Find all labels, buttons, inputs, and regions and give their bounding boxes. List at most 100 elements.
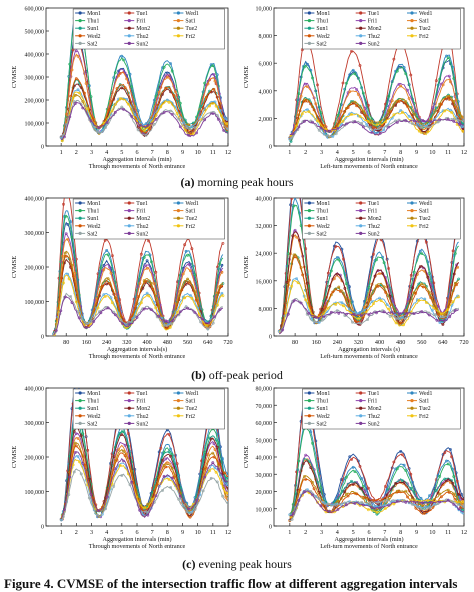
series-marker <box>345 503 348 507</box>
series-marker <box>63 251 67 255</box>
series-group <box>288 397 464 523</box>
series-marker <box>317 497 321 501</box>
series-marker <box>84 82 88 85</box>
y-tick-label: 600,000 <box>25 7 45 13</box>
series-marker <box>375 311 378 315</box>
x-axis-sublabel: Left-turn movements of North entrance <box>320 163 418 170</box>
y-tick-label: 300,000 <box>25 231 45 237</box>
x-tick-label: 6 <box>135 529 138 536</box>
legend-box <box>72 388 225 430</box>
series-marker <box>399 450 403 453</box>
series-marker <box>212 73 216 76</box>
series-marker <box>133 105 137 108</box>
series-marker <box>90 319 94 323</box>
series-marker <box>412 312 416 316</box>
y-tick-label: 200,000 <box>25 99 45 105</box>
legend-label: Thu1 <box>316 399 328 405</box>
series-marker <box>404 119 408 123</box>
legend-marker <box>410 11 414 15</box>
series-marker <box>311 76 314 80</box>
series-marker <box>404 500 408 504</box>
series-marker <box>169 447 173 451</box>
series-marker <box>146 123 150 127</box>
series-marker <box>221 457 225 461</box>
series-marker <box>138 282 142 285</box>
series-marker <box>350 458 353 461</box>
series-line-tue1 <box>278 198 459 333</box>
x-tick-label: 1 <box>60 529 63 536</box>
series-marker <box>191 309 195 313</box>
series-marker <box>187 507 190 511</box>
series-marker <box>314 315 318 319</box>
series-marker <box>183 503 187 506</box>
series-marker <box>190 297 194 300</box>
series-marker <box>403 317 407 321</box>
series-marker <box>169 454 173 458</box>
series-marker <box>412 500 416 504</box>
series-line-fri2 <box>60 91 228 142</box>
series-marker <box>142 256 146 259</box>
legend-label: Thu1 <box>87 19 99 25</box>
series-marker <box>120 86 124 90</box>
series-marker <box>164 457 168 461</box>
series-marker <box>300 112 304 116</box>
series-marker <box>392 460 396 464</box>
series-marker <box>350 479 353 483</box>
series-marker <box>312 108 316 112</box>
series-marker <box>429 117 433 121</box>
x-axis-label: Aggregation intervals (s) <box>338 346 400 353</box>
series-marker <box>392 57 396 61</box>
x-tick-label: 4 <box>105 529 108 536</box>
series-marker <box>187 281 191 284</box>
x-tick-label: 320 <box>122 339 131 346</box>
series-marker <box>358 104 362 108</box>
series-marker <box>314 118 318 121</box>
series-marker <box>452 272 456 276</box>
series-marker <box>387 307 391 311</box>
legend-label: Mon2 <box>368 26 382 32</box>
series-marker <box>429 296 433 300</box>
y-tick-label: 0 <box>41 335 44 341</box>
series-marker <box>188 131 192 135</box>
series-marker <box>443 451 447 455</box>
x-tick-label: 9 <box>415 149 418 156</box>
series-marker <box>372 252 375 256</box>
series-marker <box>355 104 359 108</box>
x-tick-label: 8 <box>399 149 402 156</box>
series-marker <box>415 298 419 302</box>
legend-marker <box>176 406 180 410</box>
series-marker <box>161 458 164 462</box>
caption-a-text: morning peak hours <box>197 175 294 189</box>
series-marker <box>213 100 217 104</box>
series-marker <box>377 129 381 132</box>
legend-label: Wed2 <box>87 224 100 230</box>
series-marker <box>170 476 174 480</box>
series-marker <box>126 102 130 106</box>
series-marker <box>345 312 348 316</box>
series-marker <box>206 452 210 456</box>
series-marker <box>89 493 93 496</box>
series-marker <box>142 307 146 311</box>
y-tick-label: 16,000 <box>256 279 273 285</box>
series-marker <box>54 329 58 332</box>
series-marker <box>427 272 431 275</box>
series-marker <box>67 493 71 497</box>
series-marker <box>113 111 117 114</box>
series-marker <box>416 122 420 126</box>
series-marker <box>406 88 409 92</box>
series-marker <box>455 283 458 287</box>
series-marker <box>215 113 219 117</box>
series-line-sun2 <box>53 296 224 335</box>
series-marker <box>375 123 379 127</box>
x-tick-label: 12 <box>461 149 467 156</box>
series-marker <box>350 50 353 53</box>
x-tick-label: 9 <box>181 529 184 536</box>
series-marker <box>458 111 461 115</box>
series-marker <box>334 303 338 306</box>
legend-marker <box>176 209 180 213</box>
series-marker <box>306 108 309 112</box>
series-group <box>52 198 225 336</box>
series-marker <box>326 502 330 506</box>
legend-marker <box>176 19 180 23</box>
series-marker <box>295 124 299 128</box>
